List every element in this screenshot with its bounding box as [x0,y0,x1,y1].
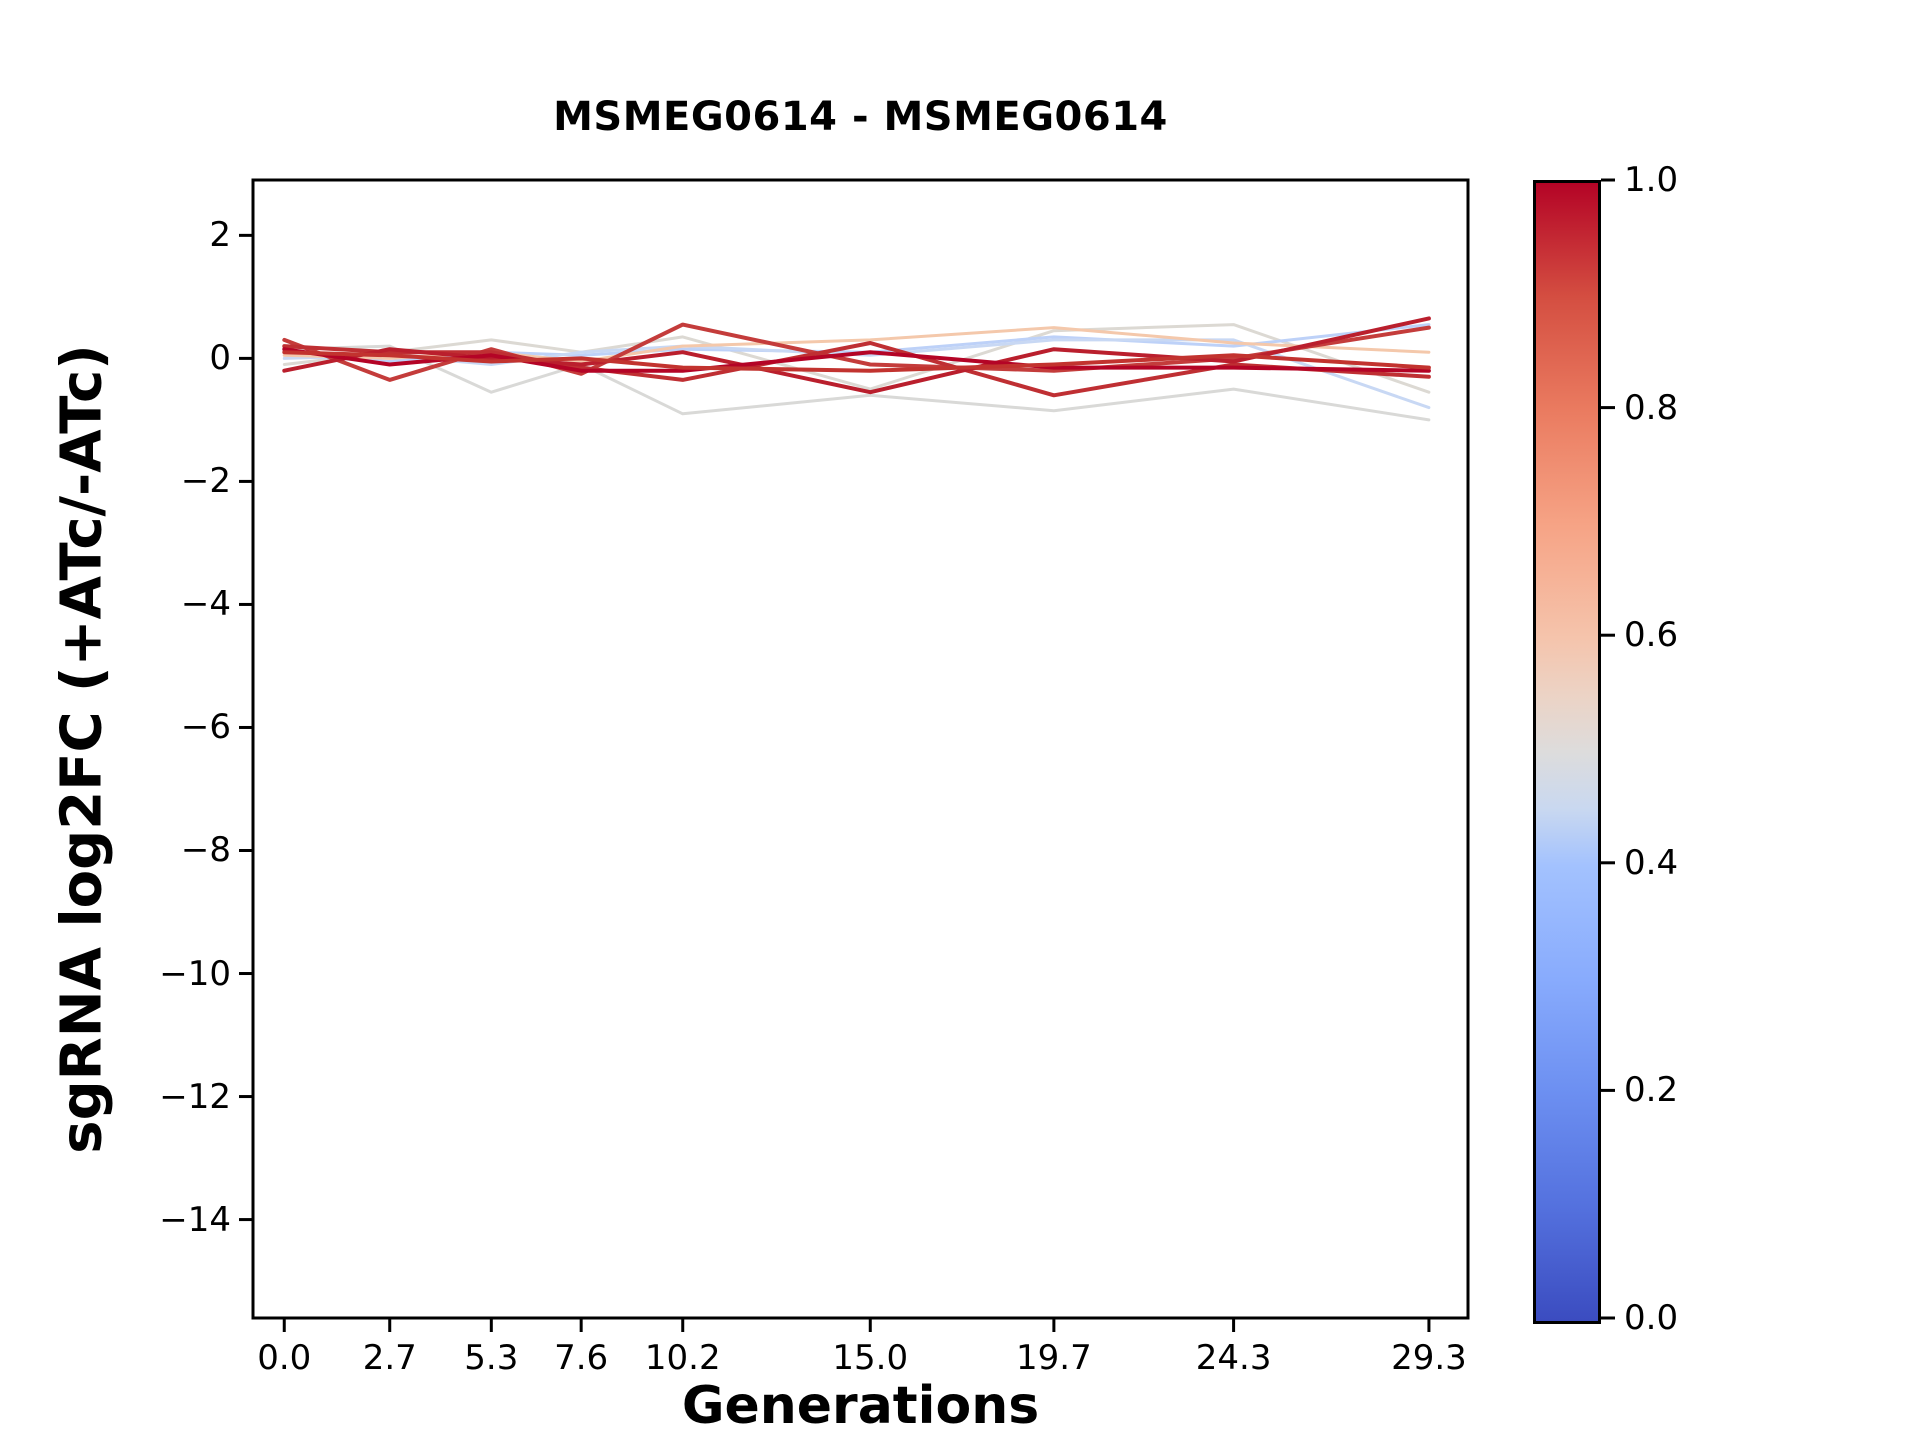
x-tick-label: 24.3 [1195,1338,1272,1378]
y-tick-label: 2 [209,215,231,256]
x-axis-label: Generations [681,1376,1040,1436]
x-tick-label: 0.0 [257,1338,312,1378]
colorbar-tick-label: 0.2 [1624,1070,1679,1111]
x-tick-label: 5.3 [464,1338,519,1378]
y-tick-label: −4 [180,584,231,625]
x-tick-label: 15.0 [832,1338,909,1378]
y-tick-label: −8 [180,830,231,871]
y-tick-label: −12 [159,1076,231,1117]
colorbar-tick-label: 0.8 [1624,387,1679,428]
colorbar-tick-label: 0.6 [1624,615,1679,656]
y-tick-label: −6 [180,707,231,748]
y-tick-label: −2 [180,461,231,502]
colorbar-tick-label: 0.0 [1624,1298,1679,1338]
y-tick-label: −14 [159,1199,231,1240]
colorbar [1533,180,1601,1324]
colorbar-tick-label: 1.0 [1624,160,1679,200]
chart-title: MSMEG0614 - MSMEG0614 [553,94,1168,140]
y-tick-label: 0 [209,338,231,379]
y-tick-label: −10 [159,953,231,994]
x-tick-label: 19.7 [1016,1338,1092,1378]
x-tick-label: 29.3 [1391,1338,1467,1378]
x-tick-label: 2.7 [362,1338,417,1378]
x-tick-label: 10.2 [644,1338,721,1378]
x-tick-label: 7.6 [554,1338,609,1378]
colorbar-tick-label: 0.4 [1624,842,1679,883]
